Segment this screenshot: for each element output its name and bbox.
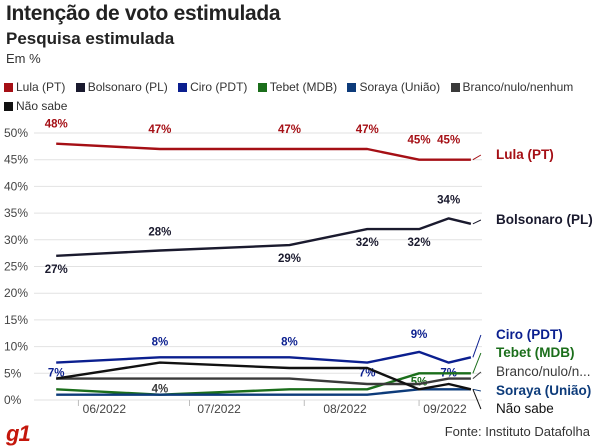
y-tick-label: 0% <box>4 393 22 407</box>
series-end-label: Lula (PT) <box>496 147 554 162</box>
series-end-label: Ciro (PDT) <box>496 327 563 342</box>
y-tick-label: 45% <box>4 153 28 167</box>
legend-item-tebet: Tebet (MDB) <box>257 78 338 97</box>
end-label-leader <box>472 371 482 380</box>
end-label-leader <box>472 352 482 374</box>
end-label-leader <box>472 389 482 410</box>
y-tick-label: 40% <box>4 179 28 193</box>
legend-item-soraya: Soraya (União) <box>347 78 440 97</box>
data-label: 32% <box>408 237 431 249</box>
y-tick-label: 15% <box>4 313 28 327</box>
data-label: 7% <box>48 368 65 380</box>
data-label: 45% <box>408 135 431 147</box>
chart-subtitle: Pesquisa estimulada <box>6 29 175 48</box>
series-end-label: Não sabe <box>496 401 554 416</box>
source-credit: Fonte: Instituto Datafolha <box>444 424 590 439</box>
legend-label-soraya: Soraya (União) <box>359 80 441 94</box>
legend-swatch-nao-sabe <box>4 102 13 111</box>
legend-item-bolsonaro: Bolsonaro (PL) <box>75 78 168 97</box>
data-label: 5% <box>411 376 428 388</box>
series-line <box>56 350 472 364</box>
data-label: 32% <box>356 237 379 249</box>
end-label-leader <box>472 154 482 161</box>
legend-swatch-lula <box>4 83 13 92</box>
end-label-leader <box>472 219 482 225</box>
series-line <box>56 142 471 161</box>
data-label: 8% <box>281 336 298 348</box>
legend-label-ciro: Ciro (PDT) <box>190 80 248 94</box>
legend-item-nao-sabe: Não sabe <box>4 97 67 116</box>
legend-label-tebet: Tebet (MDB) <box>269 80 338 94</box>
chart-legend: Lula (PT) Bolsonaro (PL) Ciro (PDT) Tebe… <box>4 78 594 116</box>
legend-label-lula: Lula (PT) <box>16 80 66 94</box>
x-tick-label: 07/2022 <box>197 402 241 416</box>
x-tick-label: 09/2022 <box>423 402 467 416</box>
data-label: 34% <box>437 194 460 206</box>
y-tick-label: 50% <box>4 126 28 140</box>
data-label: 9% <box>411 329 428 341</box>
series-line <box>56 388 471 396</box>
y-tick-label: 25% <box>4 260 28 274</box>
chart-title: Intenção de voto estimulada <box>6 2 281 25</box>
legend-item-branco: Branco/nulo/nenhum <box>450 78 574 97</box>
data-label: 27% <box>45 264 68 276</box>
end-label-leader <box>472 334 482 358</box>
chart-unit: Em % <box>6 51 41 66</box>
data-label: 48% <box>45 119 68 131</box>
y-tick-label: 30% <box>4 233 28 247</box>
legend-item-lula: Lula (PT) <box>4 78 65 97</box>
legend-swatch-ciro <box>178 83 188 92</box>
y-tick-label: 10% <box>4 340 28 354</box>
legend-swatch-branco <box>450 83 460 92</box>
data-label: 8% <box>152 336 169 348</box>
x-tick-label: 08/2022 <box>323 402 367 416</box>
series-line <box>56 217 472 257</box>
data-label: 47% <box>148 124 171 136</box>
legend-item-ciro: Ciro (PDT) <box>178 78 247 97</box>
y-tick-label: 5% <box>4 366 22 380</box>
legend-swatch-bolsonaro <box>75 83 85 92</box>
data-label: 47% <box>278 124 301 136</box>
g1-logo: g1 <box>6 421 31 446</box>
series-end-label: Branco/nulo/n... <box>496 364 591 379</box>
series-end-label: Bolsonaro (PL) <box>496 212 593 227</box>
legend-label-nao-sabe: Não sabe <box>16 99 68 113</box>
data-label: 4% <box>152 384 169 396</box>
x-tick-label: 06/2022 <box>83 402 127 416</box>
y-tick-label: 20% <box>4 286 28 300</box>
data-label: 45% <box>437 135 460 147</box>
series-end-label: Soraya (União) <box>496 383 591 398</box>
series-line <box>56 361 472 391</box>
series-line <box>56 377 471 386</box>
end-label-leader <box>472 388 481 392</box>
data-label: 29% <box>278 253 301 265</box>
legend-label-bolsonaro: Bolsonaro (PL) <box>87 80 168 94</box>
y-tick-label: 35% <box>4 206 28 220</box>
series-end-label: Tebet (MDB) <box>496 345 575 360</box>
legend-label-branco: Branco/nulo/nenhum <box>462 80 574 94</box>
legend-swatch-tebet <box>257 83 267 92</box>
legend-swatch-soraya <box>347 83 357 92</box>
data-label: 47% <box>356 124 379 136</box>
data-label: 28% <box>148 226 171 238</box>
